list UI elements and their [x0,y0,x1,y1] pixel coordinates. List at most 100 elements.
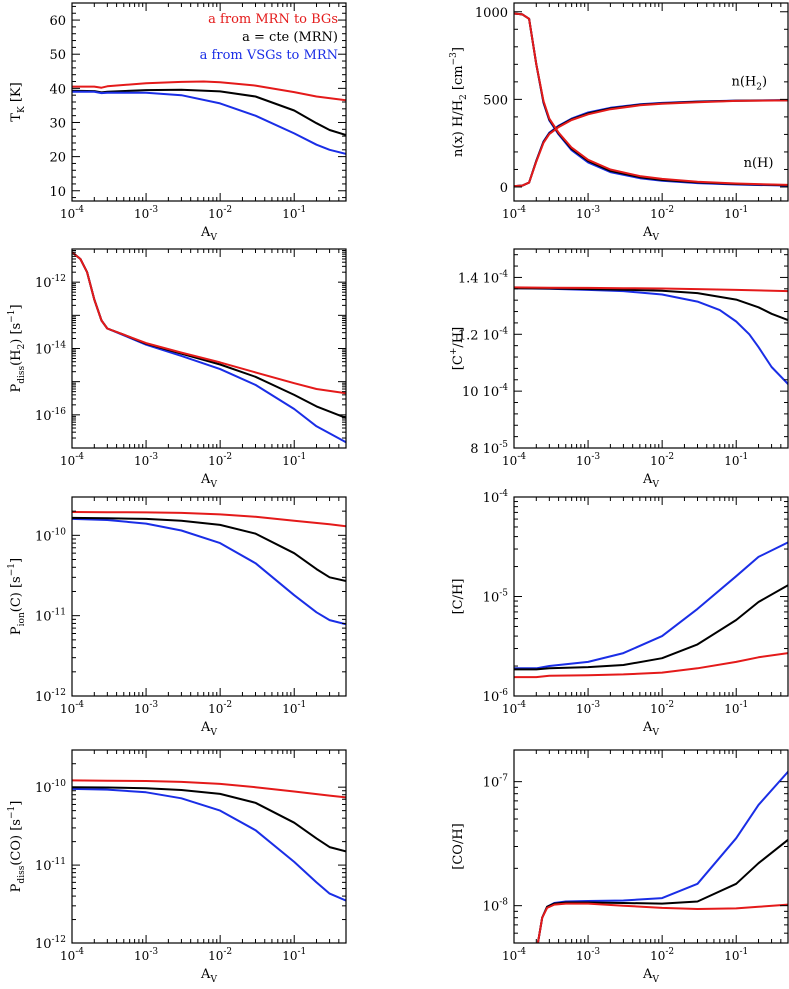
y-tick-label: 10-4 [483,489,509,506]
y-tick-label: 60 [49,14,66,29]
series-line [72,779,346,799]
plot-frame [513,749,789,944]
x-tick-label: 10-2 [650,947,674,963]
series-line [72,90,346,155]
series-group [72,511,346,626]
x-tick-label: 10-4 [60,700,84,716]
series-line [514,99,788,188]
plot-frame [71,749,347,944]
y-axis-label: [CO/H] [451,823,466,869]
series-group [72,80,346,155]
series-line [72,516,346,582]
y-tick-label: 40 [49,82,66,97]
chart-panel-7: 10-4 10-3 10-2 10-1 AV 10-12 10-11 10-10 Pdiss(C… [7,749,347,985]
x-tick-label: 10-4 [60,452,84,468]
y-axis-label: Pion(C) [s−1] [7,558,27,635]
chart-panel-4: 10-4 10-3 10-2 10-1 AV 8 10-5 10 10-4 1.2 10-4 1… [449,248,789,490]
series-line [72,251,346,444]
y-tick-label: 10-6 [483,688,509,705]
x-tick-label: 10-2 [208,452,232,468]
x-tick-label: 10-4 [502,700,526,716]
y-tick-label: 10-12 [35,935,66,952]
y-axis-label: TK [K] [9,82,27,121]
x-axis-label: AV [200,967,217,985]
y-tick-label: 10-16 [35,407,66,424]
plot-frame [513,2,789,202]
y-tick-label: 30 [49,116,66,131]
series-line [514,12,788,186]
series-line [72,511,346,528]
chart-panel-3: 10-4 10-3 10-2 10-1 AV 10-16 10-14 10-12 Pdiss(H… [7,248,347,490]
legend-entry: a from MRN to BGs [208,12,338,27]
series-line [536,838,788,943]
legend-entry: a from VSGs to MRN [200,48,338,63]
x-tick-label: 10-3 [576,452,600,468]
x-tick-label: 10-1 [724,452,748,468]
x-tick-label: 10-3 [134,947,158,963]
x-axis-label: AV [200,472,217,490]
series-line [72,251,346,395]
y-tick-label: 10-12 [35,688,66,705]
x-tick-label: 10-4 [60,947,84,963]
y-axis-label: Pdiss(CO) [s−1] [7,801,27,893]
x-tick-label: 10-1 [724,947,748,963]
series-line [514,541,788,670]
curve-annotation: n(H) [744,156,774,171]
x-tick-label: 10-3 [576,205,600,221]
x-tick-label: 10-1 [282,947,306,963]
y-tick-label: 50 [49,48,66,63]
x-tick-label: 10-2 [208,205,232,221]
series-group [536,770,788,943]
chart-panel-8: 10-4 10-3 10-2 10-1 AV 10-8 10-7 [CO/H] [451,749,789,985]
x-tick-label: 10-2 [650,700,674,716]
chart-panel-2: 10-4 10-3 10-2 10-1 AV 0 500 1000 n(x) H/H2 [cm−… [449,2,789,243]
series-line [514,286,788,293]
y-tick-label: 1000 [475,6,508,21]
series-line [536,770,788,943]
series-group [514,12,788,188]
y-axis-label: Pdiss(H2) [s−1] [7,304,27,392]
curve-annotation: n(H2) [731,74,767,92]
x-tick-label: 10-2 [650,205,674,221]
y-tick-label: 8 10-5 [470,440,508,457]
y-tick-label: 10-11 [35,608,66,625]
y-tick-label: 1.4 10-4 [458,269,508,286]
series-line [72,251,346,419]
chart-panel-1: 10-4 10-3 10-2 10-1 AV 10 20 30 40 50 60 TK [K] a fr… [9,2,347,243]
series-line [72,517,346,626]
series-line [514,584,788,671]
series-line [514,99,788,188]
y-tick-label: 10-12 [35,274,66,291]
series-line [514,99,788,188]
y-tick-label: 10-11 [35,857,66,874]
x-tick-label: 10-1 [282,452,306,468]
x-axis-label: AV [200,720,217,738]
y-tick-label: 1.2 10-4 [458,326,508,343]
y-tick-label: 10-10 [35,527,66,544]
x-tick-label: 10-3 [576,947,600,963]
x-tick-label: 10-1 [724,700,748,716]
x-axis-label: AV [642,720,659,738]
chart-panel-6: 10-4 10-3 10-2 10-1 AV 10-6 10-5 10-4 [C/H] [451,489,789,738]
x-axis-label: AV [642,225,659,243]
y-tick-label: 20 [49,151,66,166]
y-axis-label: n(x) H/H2 [cm−3] [449,47,469,157]
series-group [514,541,788,679]
x-tick-label: 10-3 [134,452,158,468]
series-line [72,80,346,102]
series-line [72,88,346,137]
series-line [536,902,788,943]
y-tick-label: 10 [49,185,66,200]
y-tick-label: 500 [483,93,508,108]
x-tick-label: 10-2 [208,700,232,716]
series-group [72,779,346,902]
x-tick-label: 10-1 [724,205,748,221]
y-tick-label: 10-14 [35,341,66,358]
x-tick-label: 10-1 [282,205,306,221]
y-tick-label: 10-5 [483,589,509,606]
chart-panel-5: 10-4 10-3 10-2 10-1 AV 10-12 10-11 10-10 Pion(C)… [7,496,347,738]
x-axis-label: AV [642,472,659,490]
series-group [72,251,346,444]
x-axis-label: AV [642,967,659,985]
